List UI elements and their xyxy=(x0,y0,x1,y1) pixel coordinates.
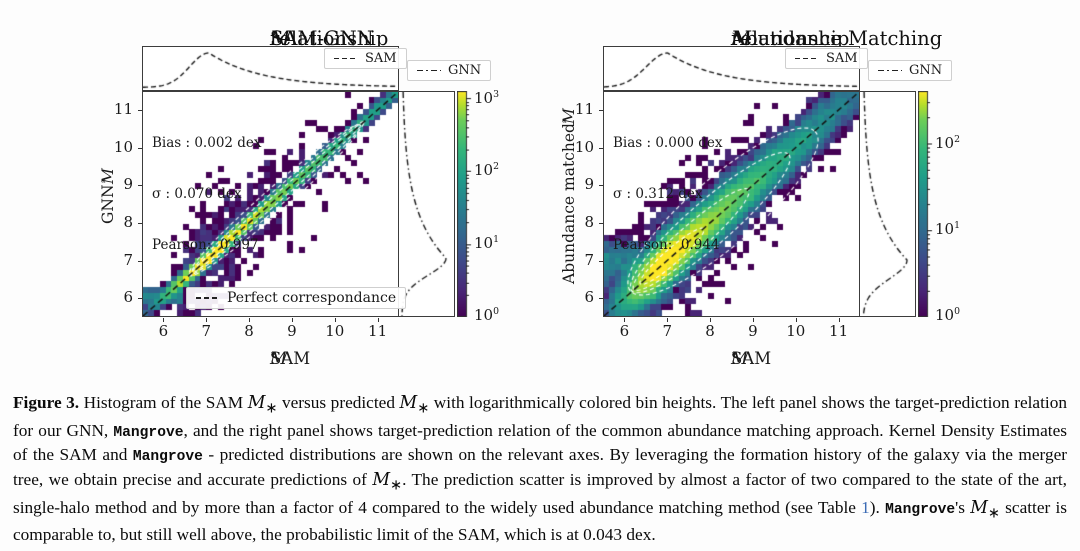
sigma-value: σ : 0.070 dex xyxy=(152,186,242,202)
x-tick-label: 10 xyxy=(786,322,806,340)
density-heatmap-canvas xyxy=(142,91,399,317)
colorbar-tick-label: 10 2 xyxy=(474,161,500,180)
y-tick-label: 9 xyxy=(123,175,133,194)
y-axis-ticks: 6 7 8 9 10 11 xyxy=(555,91,603,317)
sam-legend-label: SAM xyxy=(365,51,397,66)
stats-annotation: Bias : 0.000 dex σ : 0.312 dex Pearson: … xyxy=(613,101,723,288)
y-tick-label: 11 xyxy=(574,99,594,118)
y-tick-label: 10 xyxy=(113,137,133,156)
colorbar-tick-label: 10 1 xyxy=(474,233,500,252)
x-tick-mark xyxy=(249,318,251,322)
y-tick-mark xyxy=(138,109,142,111)
gnn-kde-marginal-canvas xyxy=(859,91,916,317)
x-tick-mark xyxy=(752,318,754,322)
x-tick-mark xyxy=(163,318,165,322)
stats-annotation: Bias : 0.002 dex σ : 0.070 dex Pearson: … xyxy=(152,101,262,288)
y-axis-label: GNN M ∗ xyxy=(99,168,117,224)
sam-legend-label: SAM xyxy=(826,51,858,66)
colorbar-tick-labels: 10 0 10 1 10 2 xyxy=(935,91,981,324)
y-tick-label: 8 xyxy=(123,212,133,231)
x-tick-label: 6 xyxy=(158,322,169,340)
dashed-line-icon xyxy=(795,57,819,60)
sigma-value: σ : 0.312 dex xyxy=(613,186,703,202)
y-tick-mark xyxy=(138,298,142,300)
colorbar-tick-label: 10 0 xyxy=(474,306,500,324)
dashed-line-icon xyxy=(334,57,358,60)
perfect-correspondence-label: Perfect correspondance xyxy=(227,290,397,306)
x-tick-label: 9 xyxy=(287,322,297,340)
y-tick-mark xyxy=(138,185,142,187)
colorbar-tick-labels: 10 0 10 1 10 2 10 3 xyxy=(474,89,520,324)
sam-legend: SAM xyxy=(324,48,407,69)
y-tick-label: 8 xyxy=(584,212,594,231)
dashed-line-icon xyxy=(196,297,220,299)
y-tick-mark xyxy=(138,222,142,224)
y-axis-ticks: 6 7 8 9 10 11 xyxy=(94,91,142,317)
x-tick-label: 7 xyxy=(201,322,212,340)
sam-kde-marginal-canvas xyxy=(142,46,399,91)
y-tick-mark xyxy=(138,147,142,149)
y-tick-mark xyxy=(599,147,603,149)
y-tick-mark xyxy=(599,185,603,187)
y-tick-mark xyxy=(599,222,603,224)
dash-dot-line-icon xyxy=(417,69,441,72)
y-tick-mark xyxy=(138,260,142,262)
x-tick-label: 11 xyxy=(829,322,849,340)
y-tick-mark xyxy=(599,260,603,262)
x-tick-label: 6 xyxy=(619,322,630,340)
x-tick-label: 7 xyxy=(662,322,673,340)
y-tick-label: 11 xyxy=(113,99,133,118)
bias-value: Bias : 0.000 dex xyxy=(613,135,723,151)
x-tick-mark xyxy=(206,318,208,322)
colorbar-tick-label: 10 1 xyxy=(935,219,961,238)
colorbar-canvas xyxy=(457,91,472,317)
colorbar-tick-label: 10 3 xyxy=(474,89,500,108)
x-tick-mark xyxy=(291,318,293,322)
x-tick-mark xyxy=(624,318,626,322)
y-axis-label: Abundance matched M ∗ xyxy=(560,107,578,285)
x-axis-ticks: 6 7 8 9 10 11 xyxy=(142,318,399,342)
gnn-legend-label: GNN xyxy=(448,63,482,78)
gnn-legend: GNN xyxy=(407,60,492,81)
pearson-value: Pearson: 0.944 xyxy=(613,237,720,253)
gnn-legend: GNN xyxy=(868,60,953,81)
x-tick-mark xyxy=(710,318,712,322)
x-tick-mark xyxy=(795,318,797,322)
y-tick-mark xyxy=(599,109,603,111)
x-tick-label: 9 xyxy=(748,322,758,340)
density-heatmap-canvas xyxy=(603,91,860,317)
x-tick-label: 10 xyxy=(325,322,345,340)
gnn-legend-label: GNN xyxy=(909,63,943,78)
colorbar-canvas xyxy=(918,91,933,317)
pearson-value: Pearson: 0.997 xyxy=(152,237,259,253)
x-tick-label: 8 xyxy=(705,322,715,340)
x-tick-label: 8 xyxy=(244,322,254,340)
x-tick-mark xyxy=(667,318,669,322)
y-tick-label: 7 xyxy=(584,250,594,269)
bias-value: Bias : 0.002 dex xyxy=(152,135,262,151)
colorbar-tick-label: 10 2 xyxy=(935,133,961,152)
y-tick-mark xyxy=(599,298,603,300)
sam-kde-marginal-canvas xyxy=(603,46,860,91)
perfect-correspondence-legend: Perfect correspondance xyxy=(186,287,407,309)
y-tick-label: 7 xyxy=(123,250,133,269)
x-tick-mark xyxy=(377,318,379,322)
x-tick-mark xyxy=(334,318,336,322)
dash-dot-line-icon xyxy=(878,69,902,72)
x-tick-label: 11 xyxy=(368,322,388,340)
sam-legend: SAM xyxy=(785,48,868,69)
y-tick-label: 10 xyxy=(574,137,594,156)
x-tick-mark xyxy=(838,318,840,322)
y-tick-label: 6 xyxy=(123,288,133,307)
gnn-kde-marginal-canvas xyxy=(398,91,455,317)
y-tick-label: 9 xyxy=(584,175,594,194)
figure-caption: Figure 3. Histogram of the SAM M∗ versus… xyxy=(13,393,1068,545)
x-axis-ticks: 6 7 8 9 10 11 xyxy=(603,318,860,342)
y-tick-label: 6 xyxy=(584,288,594,307)
colorbar-tick-label: 10 0 xyxy=(935,306,961,324)
